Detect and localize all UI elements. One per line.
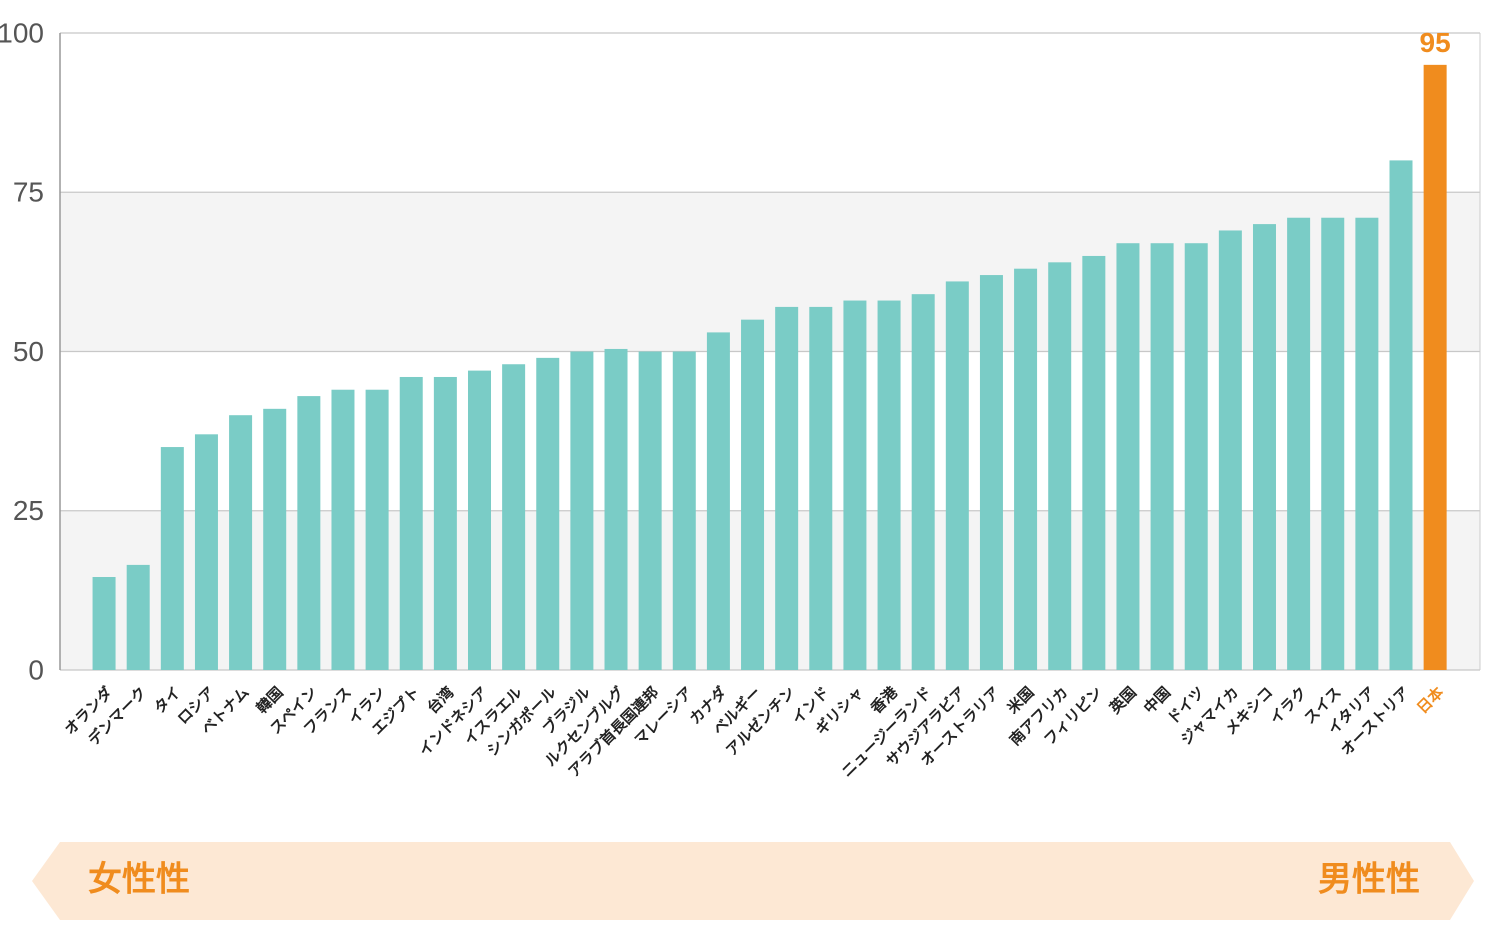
bar [638, 351, 662, 670]
bar [126, 564, 150, 670]
bar [502, 364, 526, 670]
bar [775, 306, 799, 670]
bar [1218, 230, 1242, 670]
right-label: 男性性 [1318, 860, 1420, 900]
bar [1150, 243, 1174, 670]
bar [433, 376, 457, 670]
bar [1321, 217, 1345, 671]
bar [741, 319, 765, 670]
bar [945, 281, 969, 670]
bar [365, 389, 389, 670]
x-tick-label: 日本 [1413, 683, 1447, 717]
bar [979, 275, 1003, 670]
bar [331, 389, 355, 670]
y-tick-label: 75 [13, 177, 44, 208]
bar [911, 294, 935, 670]
bar [672, 351, 696, 670]
bar [399, 376, 423, 670]
bar [604, 348, 628, 670]
bar [570, 351, 594, 670]
y-tick-label: 0 [28, 654, 44, 685]
bar [1048, 262, 1072, 670]
bar [1082, 255, 1106, 670]
bar [263, 408, 287, 670]
bar [1184, 243, 1208, 670]
grid-band [60, 510, 1480, 670]
scale-arrow [32, 842, 1474, 920]
bar [1389, 160, 1413, 670]
x-tick-label: 英国 [1106, 683, 1140, 717]
bar [1252, 224, 1276, 670]
bar [809, 306, 833, 670]
x-tick-label: イラク [1266, 683, 1311, 728]
bar [1355, 217, 1379, 671]
y-tick-label: 100 [0, 17, 44, 48]
bar [1423, 64, 1447, 671]
bar [160, 447, 184, 670]
bar [467, 370, 491, 670]
grid-band [60, 192, 1480, 352]
y-tick-label: 50 [13, 336, 44, 367]
bar [1287, 217, 1311, 671]
bar [706, 332, 730, 670]
bar [297, 396, 321, 670]
left-label: 女性性 [88, 860, 190, 900]
y-tick-label: 25 [13, 495, 44, 526]
bar [194, 434, 218, 670]
bar [92, 576, 116, 670]
bar [1014, 268, 1038, 670]
bar [877, 300, 901, 670]
bar [1116, 243, 1140, 670]
value-label: 95 [1420, 27, 1451, 58]
bar [536, 357, 560, 670]
bar [229, 415, 253, 670]
bar [843, 300, 867, 670]
